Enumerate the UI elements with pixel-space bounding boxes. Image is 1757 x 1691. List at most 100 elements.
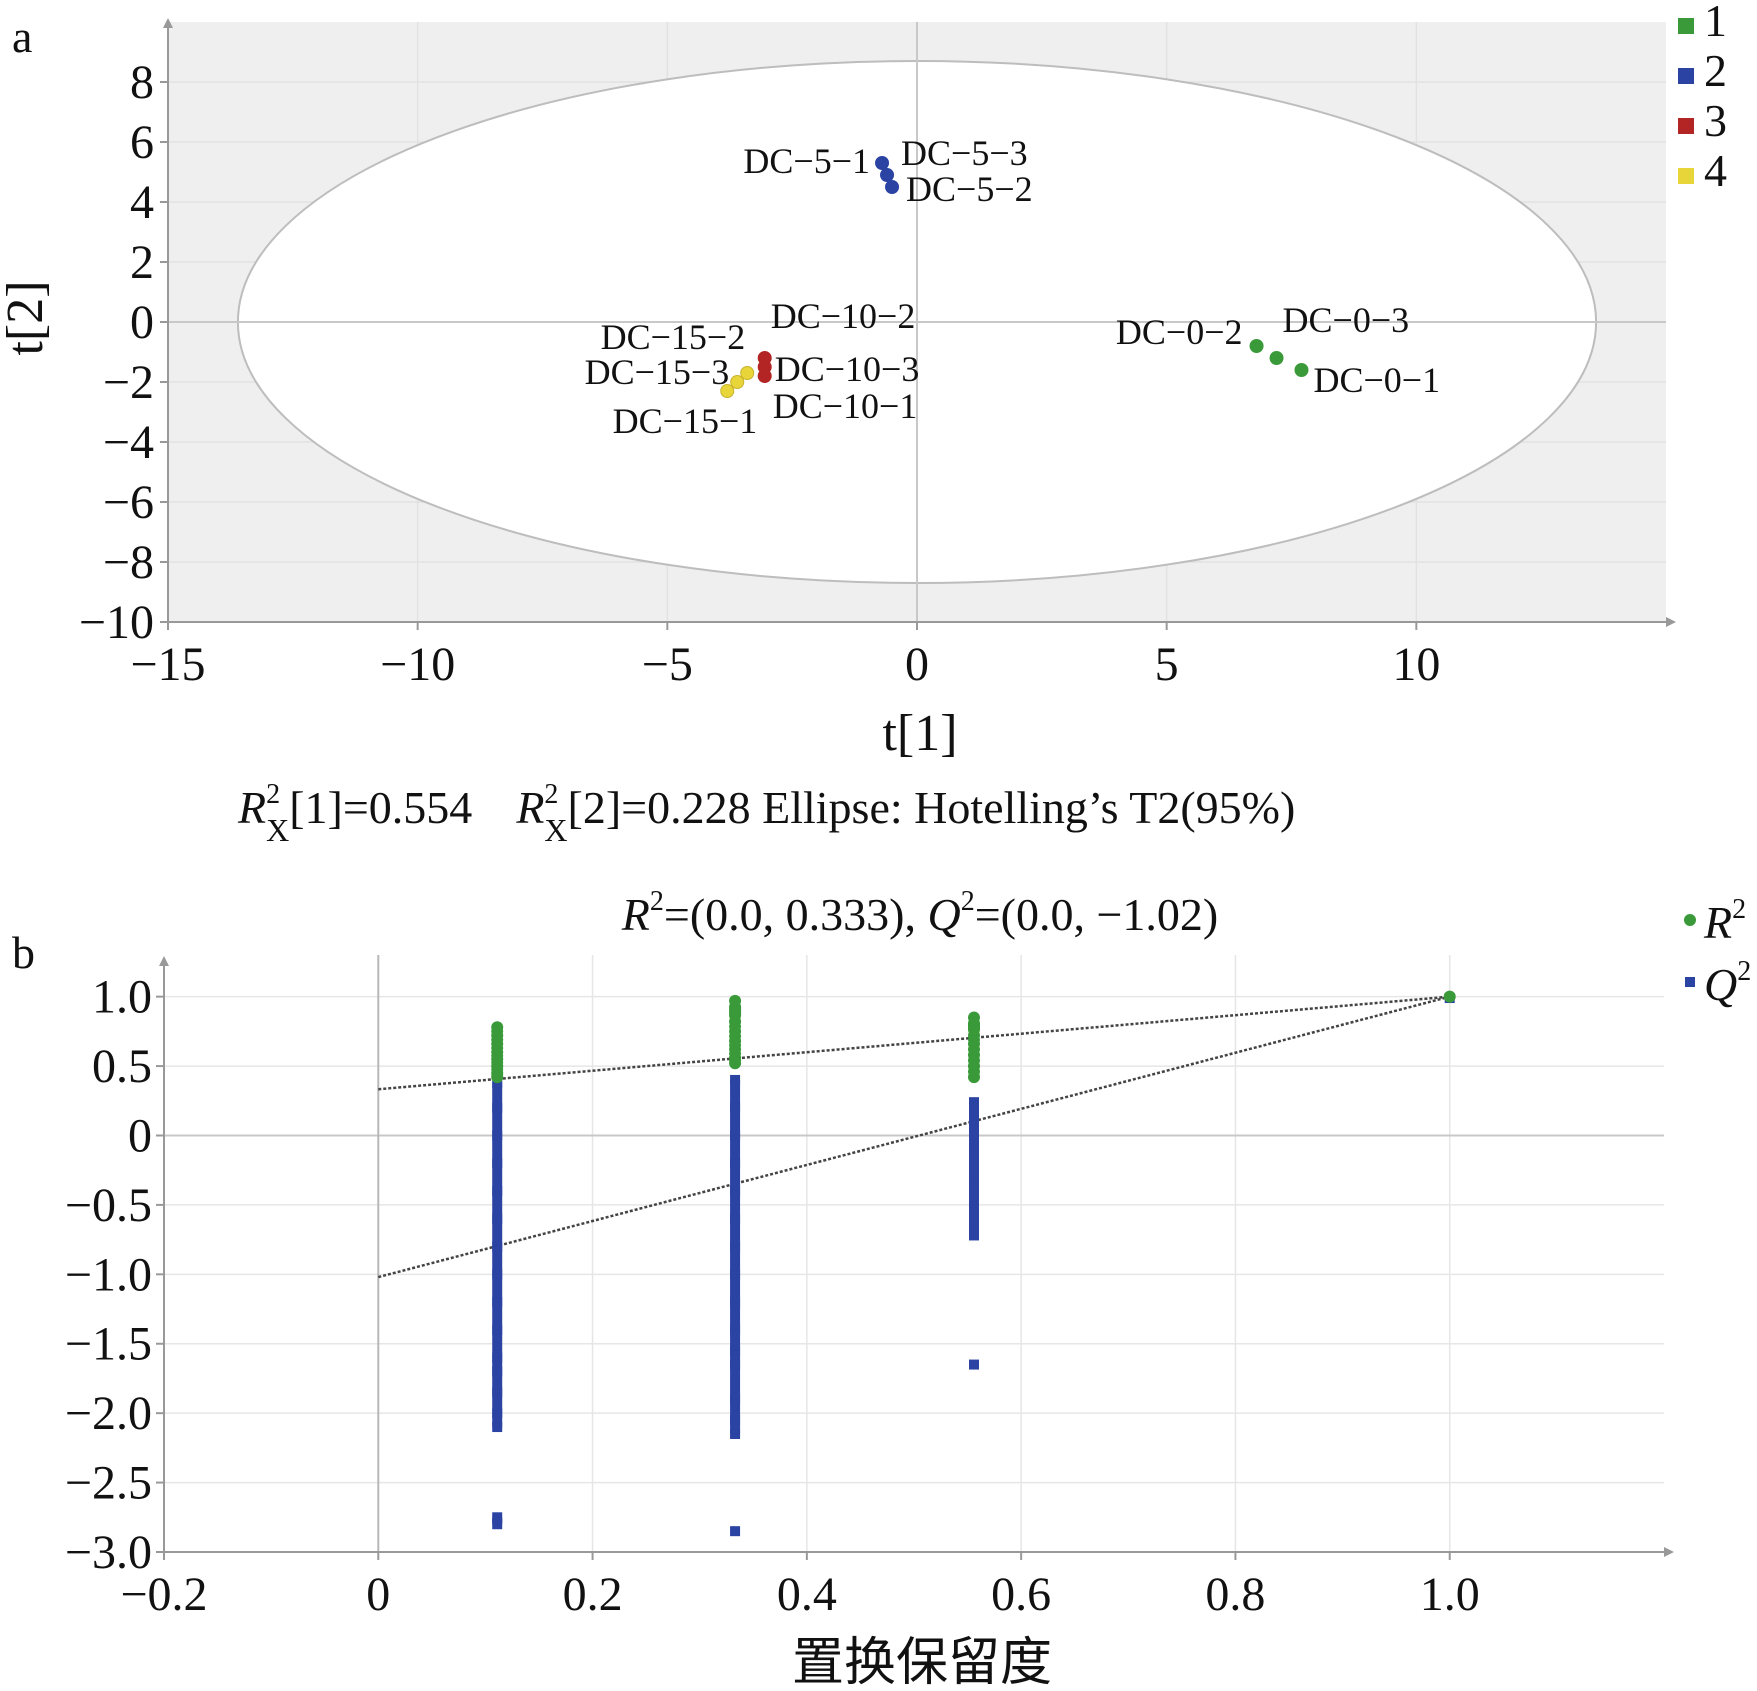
- point-label: DC−15−2: [601, 317, 746, 357]
- r2-point-band: [729, 1000, 742, 1022]
- point-label: DC−10−1: [773, 386, 918, 426]
- r2-point-band: [491, 1035, 504, 1044]
- x-tick-label-a: 0: [905, 638, 929, 691]
- y-axis-arrow-a: [163, 18, 173, 28]
- score-point: [740, 366, 755, 380]
- q2-point-band: [730, 1135, 741, 1164]
- chart-title-b: R2=(0.0, 0.333), Q2=(0.0, −1.02): [621, 886, 1218, 940]
- score-point: [880, 168, 895, 182]
- r2-point-band: [729, 1041, 742, 1050]
- legend-label-sup-b: 2: [1737, 956, 1751, 987]
- q2-point-band: [492, 1082, 503, 1108]
- x-tick-label-b: 0.8: [1205, 1568, 1265, 1621]
- legend-b: R2 Q2: [1684, 894, 1751, 1010]
- y-tick-label-a: 8: [130, 56, 154, 109]
- q2-point-band: [969, 1177, 979, 1205]
- grid-b: [164, 955, 1664, 1552]
- y-tick-label-a: 6: [130, 116, 154, 169]
- legend-swatch-a: [1678, 118, 1694, 134]
- q2-point-band: [730, 1302, 741, 1330]
- q2-point-band: [492, 1371, 503, 1393]
- x-tick-label-a: −10: [380, 638, 455, 691]
- x-tick-label-a: −5: [642, 638, 693, 691]
- point-label: DC−5−2: [906, 169, 1033, 209]
- y-tick-label-a: −2: [103, 356, 154, 409]
- panel-a-letter: a: [12, 11, 32, 62]
- panel-b: b R2=(0.0, 0.333), Q2=(0.0, −1.02) −0.2 0…: [12, 886, 1751, 1691]
- q2-point: [730, 1428, 741, 1439]
- x-ticks-a: −15 −10 −5 0 5 10: [130, 622, 1440, 691]
- q2-point-band: [492, 1517, 503, 1525]
- r2-point-band: [968, 1043, 980, 1055]
- legend-marker-q2: [1685, 977, 1695, 987]
- score-point: [1269, 351, 1284, 365]
- q2-point-band: [492, 1274, 503, 1303]
- score-point: [1249, 339, 1264, 353]
- r2-point-band: [729, 1021, 742, 1032]
- panel-b-letter: b: [12, 927, 35, 978]
- y-tick-label-b: −3.0: [65, 1526, 152, 1579]
- q2-point-band: [492, 1135, 503, 1164]
- q2-point-band: [730, 1218, 741, 1247]
- r2-point-band: [491, 1066, 504, 1074]
- x-tick-label-b: 0.6: [991, 1568, 1051, 1621]
- q2-point-band: [969, 1204, 979, 1226]
- point-label: DC−15−3: [585, 352, 730, 392]
- y-axis-arrow-b: [159, 956, 169, 966]
- score-point: [1294, 363, 1309, 377]
- y-tick-label-b: −1.0: [65, 1248, 152, 1301]
- q2-point-band: [730, 1329, 741, 1351]
- y-tick-label-a: 2: [130, 236, 154, 289]
- y-ticks-a: −10 −8 −6 −4 −2 0 2 4 6 8: [79, 56, 168, 649]
- q2-point-band: [492, 1163, 503, 1192]
- q2-point-band: [969, 1102, 979, 1125]
- r2-point-band: [729, 1057, 742, 1064]
- y-tick-label-a: 4: [130, 176, 154, 229]
- x-tick-label-b: 0.2: [563, 1568, 623, 1621]
- y-ticks-b: 1.0 0.5 0 −0.5 −1.0 −1.5 −2.0 −2.5 −3.0: [65, 971, 164, 1579]
- x-tick-label-a: −15: [130, 638, 205, 691]
- y-tick-label-b: −2.5: [65, 1457, 152, 1510]
- q2-point-band: [969, 1225, 979, 1236]
- x-tick-label-a: 10: [1392, 638, 1440, 691]
- zero-lines-a: [168, 22, 1666, 622]
- legend-swatch-a: [1678, 68, 1694, 84]
- legend-label-a: 4: [1704, 145, 1727, 196]
- points-b: [491, 990, 1456, 1537]
- point-label: DC−0−3: [1283, 300, 1410, 340]
- x-axis-arrow-b: [1664, 1547, 1674, 1557]
- x-axis-title-b: 置换保留度: [792, 1635, 1052, 1691]
- score-point: [720, 384, 735, 398]
- legend-swatch-a: [1678, 18, 1694, 34]
- r2-point-band: [968, 1035, 980, 1044]
- q2-point-band: [730, 1274, 741, 1303]
- q2-point-band: [730, 1399, 741, 1421]
- score-point: [730, 375, 745, 389]
- r2-point-band: [968, 1017, 980, 1036]
- legend-label-a: 1: [1704, 0, 1727, 46]
- point-label: DC−5−1: [743, 141, 870, 181]
- q2-point-band: [730, 1079, 741, 1108]
- r2-point: [1443, 990, 1456, 1003]
- r2-point-band: [491, 1043, 504, 1053]
- y-tick-label-b: −2.0: [65, 1387, 152, 1440]
- q2-point-band: [492, 1302, 503, 1330]
- q2-point-band: [492, 1218, 503, 1247]
- q2-point-band: [492, 1329, 503, 1358]
- legend-label-a: 3: [1704, 95, 1727, 146]
- point-label: DC−5−3: [901, 133, 1028, 173]
- point-label: DC−15−1: [613, 401, 758, 441]
- score-point: [885, 180, 900, 194]
- r2-point-band: [968, 1054, 980, 1067]
- y-tick-label-a: −8: [103, 536, 154, 589]
- q2-point: [969, 1359, 979, 1370]
- q2-point-band: [730, 1163, 741, 1192]
- x-tick-label-b: 0: [366, 1568, 390, 1621]
- r2-point-band: [968, 1066, 980, 1078]
- regression-line-q2: [377, 995, 1451, 1279]
- point-label: DC−10−2: [771, 296, 916, 336]
- y-tick-label-b: 0.5: [92, 1040, 152, 1093]
- legend-marker-r2: [1684, 914, 1696, 926]
